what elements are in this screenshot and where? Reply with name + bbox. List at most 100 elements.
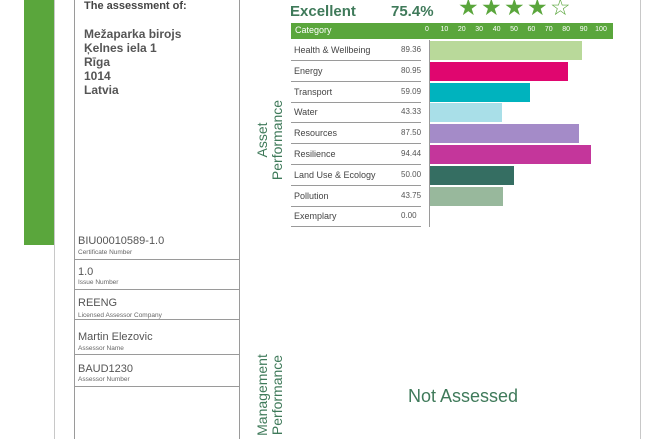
column-separator [429,40,430,61]
row-rule [291,60,421,61]
row-rule [291,164,421,165]
section-title-line: Performance [269,99,285,181]
score-label: 94.44 [401,149,422,158]
certificate-number-field: BIU00010589-1.0 Certificate Number [74,230,240,260]
column-separator [429,144,430,165]
issue-number: 1.0 [78,266,94,278]
row-rule [291,184,421,186]
assessor-name-label: Assessor Name [78,345,124,352]
chart-header: Category 0 10 20 30 40 50 60 70 80 90 100 [291,23,613,39]
assessor-number: BAUD1230 [78,363,134,375]
chart-row: Resources 87.50 [291,123,613,145]
empty-star-icon: ☆ [550,0,572,20]
column-separator [429,60,430,82]
assessor-company-field: REENG Licensed Assessor Company [74,290,240,320]
brand-color-bar [24,0,54,245]
category-label: Health & Wellbeing [294,45,371,55]
column-separator [429,164,430,186]
category-label: Energy [294,65,323,76]
x-tick-label: 30 [475,26,484,33]
section-title-line: Performance [269,354,285,436]
row-rule [291,143,421,145]
category-label: Land Use & Ecology [294,169,376,180]
category-label: Pollution [294,190,329,201]
chart-row: Energy 80.95 [291,60,613,82]
certificate-number: BIU00010589-1.0 [78,235,165,247]
x-tick-label: 100 [595,26,607,33]
issue-number-field: 1.0 Issue Number [74,260,240,290]
assessment-title: The assessment of: [84,0,187,12]
chart-row: Resilience 94.44 [291,144,613,165]
issue-number-label: Issue Number [78,279,119,286]
x-tick-label: 80 [562,26,571,33]
overall-rating: Excellent [290,3,356,20]
divider [54,0,55,439]
address-block: Mežaparka birojs Ķelnes iela 1 Rīga 1014… [84,27,181,97]
column-separator [429,206,430,228]
score-bar [430,165,514,185]
filled-star-icon: ★ [481,0,503,20]
x-tick-label: 10 [440,26,449,33]
category-label: Resilience [294,149,336,159]
assessor-company-label: Licensed Assessor Company [78,312,162,319]
filled-star-icon: ★ [527,0,549,20]
filled-star-icon: ★ [458,0,480,20]
address-line: Ķelnes iela 1 [84,41,157,55]
score-bar [430,103,503,123]
column-separator [429,102,430,124]
assessor-name: Martin Elezovic [78,331,153,343]
management-status: Not Assessed [408,386,519,406]
assessor-company: REENG [78,297,118,309]
category-label: Exemplary [294,211,337,222]
score-label: 59.09 [401,86,422,96]
category-header: Category [295,25,332,35]
x-tick-label: 90 [579,26,588,33]
x-tick-label: 60 [527,26,536,33]
score-label: 87.50 [401,128,422,138]
x-tick-label: 40 [492,26,501,33]
chart-row: Exemplary 0.00 [291,206,613,228]
chart-row: Pollution 43.75 [291,185,613,207]
section-title-line: Asset [254,122,270,158]
score-label: 50.00 [401,169,422,179]
management-performance-title: Management Performance [254,340,285,439]
category-label: Resources [294,128,338,139]
column-separator [429,123,430,145]
row-rule [291,80,421,82]
score-label: 43.33 [401,107,422,117]
address-line: 1014 [84,69,111,83]
chart-row: Transport 59.09 [291,81,613,103]
score-bar [430,41,583,60]
assessor-number-field: BAUD1230 Assessor Number [74,355,240,387]
score-label: 0.00 [401,211,417,221]
star-rating: ★★★★☆ [458,0,573,21]
score-bar [430,61,568,81]
x-tick-label: 0 [425,26,429,33]
assessor-name-field: Martin Elezovic Assessor Name [74,320,240,355]
score-bar [430,124,580,144]
column-separator [429,185,430,207]
score-label: 80.95 [401,65,422,75]
address-line: Mežaparka birojs [84,27,182,41]
category-label: Water [294,107,318,118]
row-rule [291,101,421,103]
row-rule [291,122,421,124]
chart-row: Health & Wellbeing 89.36 [291,40,613,61]
divider [640,0,641,439]
x-tick-label: 70 [544,26,553,33]
row-rule [291,205,421,207]
category-label: Transport [294,86,333,97]
x-tick-label: 50 [510,26,518,33]
score-label: 89.36 [401,45,422,54]
assessor-number-label: Assessor Number [78,376,130,383]
section-title-line: Management [254,354,270,436]
score-bar [430,145,592,164]
score-label: 43.75 [401,190,422,200]
row-rule [291,226,421,228]
certificate-number-label: Certificate Number [78,249,133,256]
score-bar [430,82,530,102]
chart-row: Land Use & Ecology 50.00 [291,164,613,186]
address-line: Rīga [84,55,111,69]
overall-percent: 75.4% [391,3,434,20]
x-tick-label: 20 [457,26,466,33]
